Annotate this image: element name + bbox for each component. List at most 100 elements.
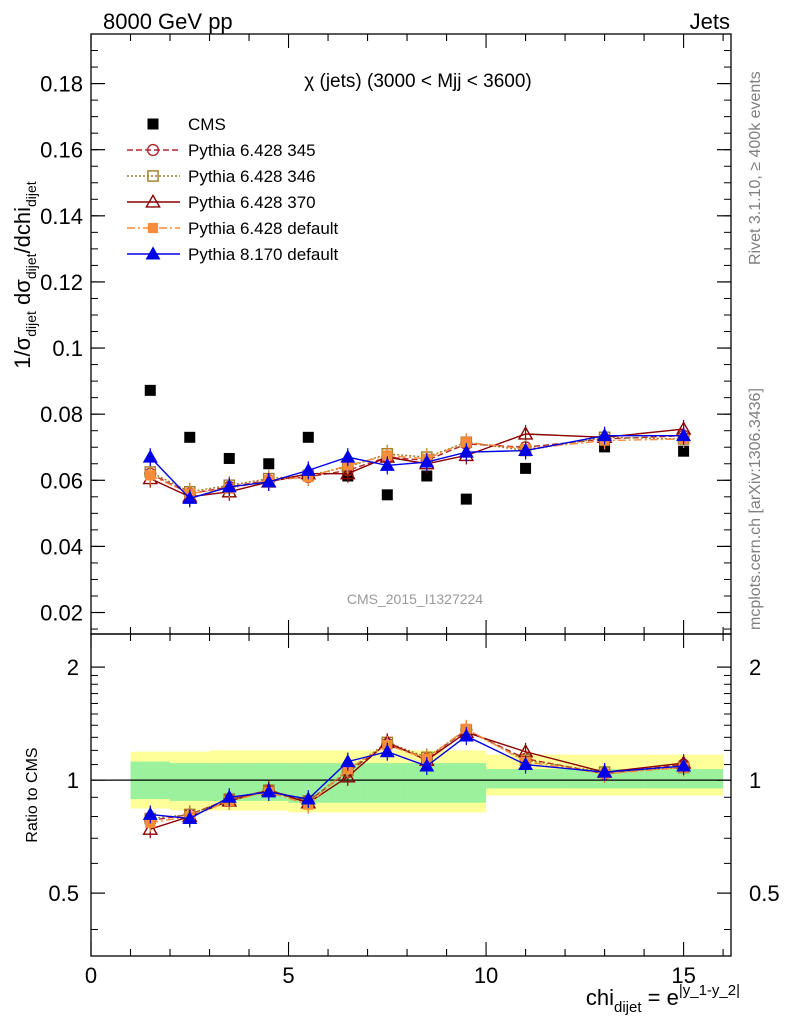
legend-label: Pythia 6.428 default: [188, 219, 339, 238]
ratio-y-tick-label-right: 2: [749, 655, 761, 680]
main-y-tick-label: 0.12: [40, 270, 83, 295]
main-y-tick-label: 0.1: [52, 336, 83, 361]
legend-marker: [146, 143, 160, 157]
main-data-point: [261, 474, 277, 488]
legend-label: Pythia 6.428 345: [188, 141, 316, 160]
main-data-point: [518, 442, 534, 456]
legend-item: CMS: [147, 115, 226, 134]
ratio-y-tick-label-right: 1: [749, 768, 761, 793]
main-data-point: [379, 457, 395, 471]
ratio-data-point: [379, 744, 395, 758]
header-right: Jets: [690, 9, 730, 34]
ratio-x-ticks: 0 5 10 15: [85, 634, 724, 988]
main-data-point: [302, 431, 314, 443]
main-series-5: [142, 426, 692, 508]
main-y-tick-label: 0.18: [40, 72, 83, 97]
main-data-point: [145, 470, 156, 481]
legend-item: Pythia 8.170 default: [127, 245, 339, 264]
ratio-y-tick-label-right: 0.5: [749, 881, 780, 906]
ratio-y-ticks: 0.5 0.5 1 1 2 2: [48, 655, 780, 931]
x-axis-label: chidijet = e|y_1-y_2|: [586, 982, 740, 1016]
main-data-point: [597, 428, 613, 442]
x-tick-label: 0: [85, 963, 97, 988]
legend-label: CMS: [188, 115, 226, 134]
inner-band-segment: [446, 763, 487, 803]
main-y-tick-label: 0.14: [40, 204, 83, 229]
main-series-line-5: [149, 434, 684, 500]
main-data-point: [263, 458, 275, 470]
main-data-point: [458, 444, 474, 458]
legend-marker: [147, 170, 159, 182]
inner-band-segment: [170, 763, 210, 801]
main-data-point: [300, 462, 316, 476]
legend-marker: [147, 222, 159, 234]
ratio-data-point: [339, 768, 356, 783]
main-data-point: [339, 465, 356, 480]
x-tick-label: 10: [474, 963, 498, 988]
legend-label: Pythia 8.170 default: [188, 245, 339, 264]
legend-marker: [145, 193, 161, 208]
legend-label: Pythia 6.428 346: [188, 167, 316, 186]
main-series-line-1: [149, 434, 684, 495]
main-data-point: [382, 450, 393, 461]
main-data-point: [419, 454, 435, 468]
main-data-point: [381, 489, 393, 501]
main-data-point: [676, 428, 692, 442]
ratio-data-point: [340, 754, 356, 768]
main-data-point: [144, 384, 156, 396]
analysis-watermark: CMS_2015_I1327224: [347, 591, 483, 607]
ratio-data-point: [518, 756, 534, 771]
ratio-y-tick-label-left: 2: [67, 655, 79, 680]
ratio-data-point: [458, 728, 474, 742]
main-data-point: [223, 452, 235, 464]
main-y-tick-label: 0.16: [40, 138, 83, 163]
ratio-data-point: [597, 764, 613, 778]
header-left: 8000 GeV pp: [103, 9, 233, 34]
main-data-point: [461, 437, 472, 448]
ratio-data-point: [300, 791, 316, 805]
main-data-point: [142, 449, 158, 463]
main-frame: [90, 33, 732, 635]
legend-marker: [145, 246, 161, 260]
ratio-data-point: [182, 810, 198, 824]
main-data-point: [678, 445, 690, 457]
main-x-ticks: [90, 34, 724, 634]
main-panel: 0.02 0.04 0.06 0.08 0.1 0.12 0.14 0.16 0.18 χ (j…: [10, 33, 732, 635]
ratio-data-point: [142, 821, 159, 835]
main-data-point: [340, 449, 356, 463]
legend-item: Pythia 6.428 default: [127, 219, 339, 238]
x-tick-label: 15: [671, 963, 695, 988]
ratio-data-point: [261, 784, 277, 798]
legend: CMS Pythia 6.428 345 Pythia 6.428 346 Pythi…: [127, 115, 339, 264]
main-y-tick-label: 0.06: [40, 468, 83, 493]
ratio-y-axis-label: Ratio to CMS: [24, 747, 41, 842]
ratio-series-line-4: [150, 735, 684, 820]
legend-item: Pythia 6.428 346: [127, 167, 316, 186]
inner-band-segment: [367, 763, 408, 803]
ratio-data-point: [142, 806, 158, 820]
legend-item: Pythia 6.428 370: [127, 193, 316, 212]
main-y-tick-label: 0.02: [40, 601, 83, 626]
main-data-point: [460, 493, 472, 505]
legend-item: Pythia 6.428 345: [127, 141, 316, 160]
ratio-series-4: [142, 727, 692, 828]
ratio-y-tick-label-left: 1: [67, 768, 79, 793]
main-data-point: [182, 490, 198, 504]
legend-label: Pythia 6.428 370: [188, 193, 316, 212]
main-data-point: [184, 431, 196, 443]
ratio-data-point: [676, 758, 692, 772]
main-data-point: [520, 462, 532, 474]
main-y-ticks: 0.02 0.04 0.06 0.08 0.1 0.12 0.14 0.16 0.18: [40, 50, 731, 630]
main-data-point: [421, 470, 433, 482]
x-tick-label: 5: [282, 963, 294, 988]
legend-marker: [147, 118, 159, 130]
main-y-tick-label: 0.08: [40, 402, 83, 427]
main-y-tick-label: 0.04: [40, 534, 83, 559]
rivet-version-text: Rivet 3.1.10, ≥ 400k events: [747, 71, 764, 265]
main-series-line-3: [149, 428, 684, 498]
ratio-data-point: [221, 789, 237, 803]
ratio-data-point: [419, 758, 435, 772]
inner-band-segment: [644, 769, 724, 789]
ratio-panel: 0.5 0.5 1 1 2 2 0 5 10 15 Ratio to CMS chidijet …: [24, 633, 780, 1016]
